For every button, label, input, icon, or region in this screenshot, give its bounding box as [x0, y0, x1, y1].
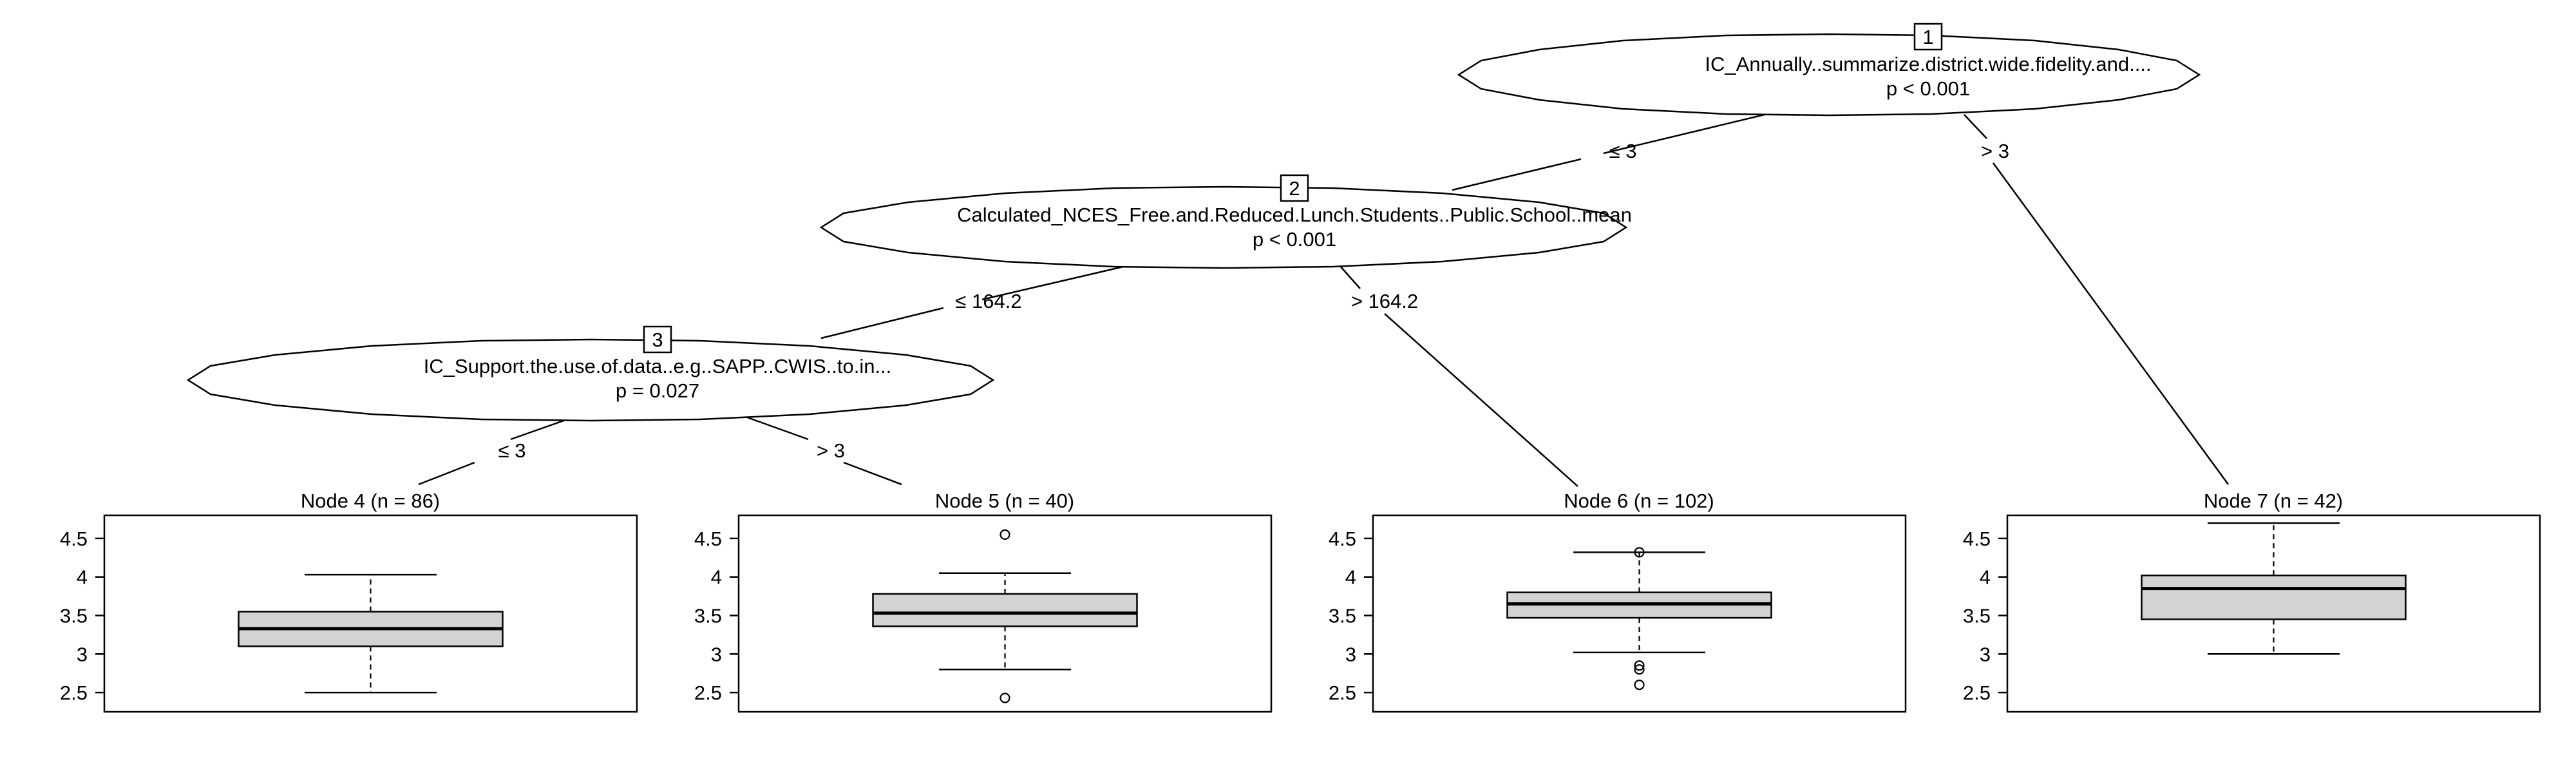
outlier-point — [1634, 680, 1645, 691]
node-1-id: 1 — [1922, 26, 1933, 48]
y-tick-label: 4.5 — [1963, 528, 1991, 550]
node-6-boxplot — [1506, 547, 1772, 691]
node-1-ellipse — [1457, 33, 2201, 117]
y-tick-label: 2.5 — [60, 682, 88, 704]
node-2-id: 2 — [1289, 177, 1300, 200]
node-7-boxplot — [2141, 522, 2407, 655]
edge-3-5-lower — [843, 461, 902, 486]
terminal-node-4: Node 4 (n = 86) 4.5 4 3.5 3 2.5 — [60, 490, 638, 713]
node-2-p-value: p < 0.001 — [1253, 228, 1336, 251]
edge-2-3-upper — [981, 262, 1141, 301]
node-6-plot-frame — [1372, 514, 1907, 713]
node-3-id-box — [643, 325, 672, 354]
y-tick-label: 4.5 — [60, 528, 88, 550]
y-tick-label: 4 — [1980, 566, 1991, 589]
edge-label-3-5: > 3 — [817, 439, 845, 462]
y-tick-label: 3 — [1345, 643, 1356, 665]
edge-label-1-7: > 3 — [1981, 140, 2009, 162]
node-4-y-axis: 4.5 4 3.5 3 2.5 — [60, 528, 104, 704]
node-2-id-box — [1280, 174, 1309, 202]
y-tick-label: 3 — [77, 643, 88, 665]
node-5-title: Node 5 (n = 40) — [935, 490, 1074, 512]
inner-node-3: 3 IC_Support.the.use.of.data..e.g..SAPP.… — [186, 325, 995, 422]
iqr-box — [2141, 575, 2407, 620]
iqr-box — [872, 593, 1138, 627]
node-4-boxplot — [238, 573, 504, 694]
y-tick-label: 2.5 — [1329, 682, 1356, 704]
edge-label-1-2: ≤ 3 — [1609, 140, 1637, 162]
node-3-id: 3 — [652, 329, 663, 351]
edge-label-2-6: > 164.2 — [1351, 290, 1418, 312]
edge-labels: ≤ 3 > 3 ≤ 164.2 > 164.2 ≤ 3 > 3 — [498, 140, 2009, 462]
edge-2-6-upper — [1339, 265, 1361, 289]
y-tick-label: 4 — [711, 566, 722, 589]
node-4-title: Node 4 (n = 86) — [301, 490, 440, 512]
outlier-point — [1634, 547, 1645, 558]
terminal-node-5: Node 5 (n = 40) 4.5 4 3.5 3 2.5 — [694, 490, 1273, 713]
terminal-node-6: Node 6 (n = 102) 4.5 4 3.5 3 2.5 — [1329, 490, 1907, 713]
edge-2-6-lower — [1384, 313, 1578, 487]
node-1-p-value: p < 0.001 — [1886, 77, 1970, 100]
node-5-plot-frame — [737, 514, 1273, 713]
outlier-point — [999, 529, 1010, 540]
y-tick-label: 4.5 — [694, 528, 722, 550]
edge-1-7-lower — [1992, 162, 2230, 485]
node-5-boxplot — [872, 529, 1138, 703]
edge-1-7-upper — [1964, 114, 1987, 139]
node-5-y-axis: 4.5 4 3.5 3 2.5 — [694, 528, 739, 704]
edge-3-4-lower — [418, 461, 475, 486]
node-3-p-value: p = 0.027 — [616, 379, 699, 402]
y-tick-label: 3.5 — [1329, 604, 1356, 627]
y-tick-label: 3.5 — [1963, 604, 1991, 627]
node-2-ellipse — [819, 186, 1628, 269]
y-tick-label: 2.5 — [1963, 682, 1991, 704]
outlier-point — [1634, 664, 1645, 675]
outlier-point — [999, 692, 1010, 703]
y-tick-label: 3.5 — [694, 604, 722, 627]
node-4-plot-frame — [103, 514, 638, 713]
inner-node-1: 1 IC_Annually..summarize.district.wide.f… — [1457, 23, 2201, 117]
node-1-variable: IC_Annually..summarize.district.wide.fid… — [1705, 53, 2151, 75]
node-7-title: Node 7 (n = 42) — [2204, 490, 2343, 512]
y-tick-label: 4 — [1345, 566, 1356, 589]
y-tick-label: 3 — [1980, 643, 1991, 665]
edge-2-3-lower — [820, 307, 944, 339]
node-6-title: Node 6 (n = 102) — [1564, 490, 1714, 512]
y-tick-label: 4.5 — [1329, 528, 1356, 550]
terminal-node-7: Node 7 (n = 42) 4.5 4 3.5 3 2.5 — [1963, 490, 2541, 713]
node-7-plot-frame — [2006, 514, 2541, 713]
y-tick-label: 2.5 — [694, 682, 722, 704]
y-tick-label: 4 — [77, 566, 88, 589]
node-7-y-axis: 4.5 4 3.5 3 2.5 — [1963, 528, 2007, 704]
edge-1-2-upper — [1603, 110, 1781, 155]
edge-3-5-upper — [741, 414, 809, 441]
y-tick-label: 3.5 — [60, 604, 88, 627]
node-3-ellipse — [186, 338, 995, 422]
y-tick-label: 3 — [711, 643, 722, 665]
edge-label-2-3: ≤ 164.2 — [955, 290, 1021, 312]
node-3-variable: IC_Support.the.use.of.data..e.g..SAPP..C… — [424, 355, 892, 377]
node-2-variable: Calculated_NCES_Free.and.Reduced.Lunch.S… — [957, 204, 1632, 226]
node-6-y-axis: 4.5 4 3.5 3 2.5 — [1329, 528, 1373, 704]
edge-label-3-4: ≤ 3 — [498, 439, 526, 462]
node-1-id-box — [1913, 23, 1943, 51]
edge-1-2-lower — [1452, 158, 1582, 191]
inner-node-2: 2 Calculated_NCES_Free.and.Reduced.Lunch… — [819, 174, 1632, 269]
edges — [418, 110, 2230, 487]
outlier-point — [1634, 660, 1645, 671]
